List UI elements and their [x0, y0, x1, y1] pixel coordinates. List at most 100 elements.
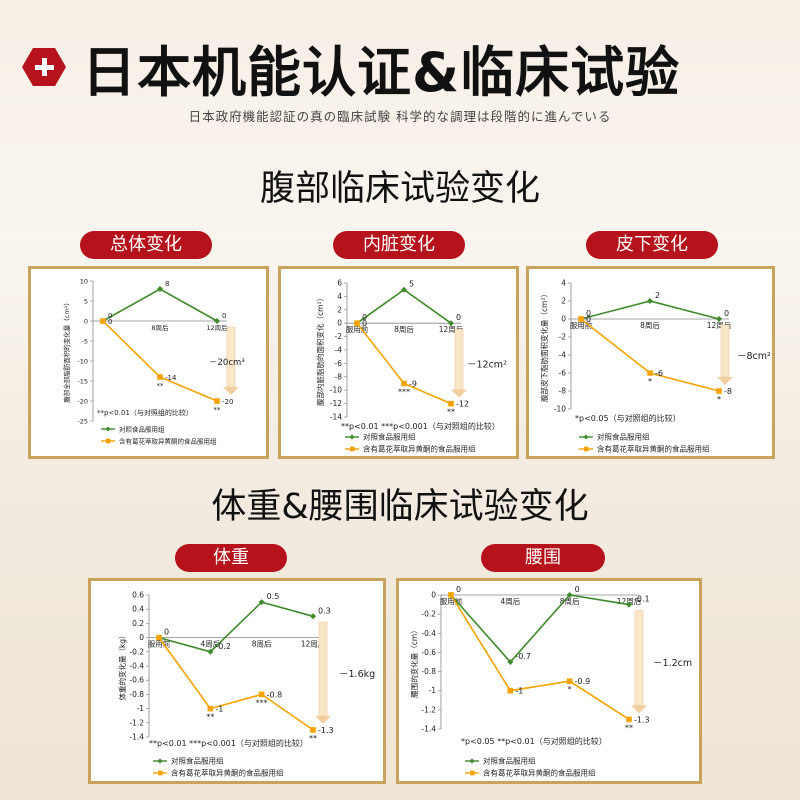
data-label: -9 [409, 380, 417, 389]
series-line [158, 601, 314, 653]
legend-label: 对照食品服用组 [363, 432, 416, 442]
data-label: 0 [456, 585, 461, 594]
chart-total: 10 5 0 -5 -10 -15 -20 -25 8周后 12周后 腹部全部脂肪面积的变化量（cm… [62, 278, 245, 446]
legend-marker [583, 434, 589, 440]
y-tick-label: 0 [561, 315, 566, 324]
y-tick-label: 2 [561, 297, 566, 306]
data-point-control [647, 298, 653, 304]
data-point-treatment [448, 400, 454, 407]
y-tick-label: -10 [330, 386, 342, 395]
data-label: 0 [362, 313, 367, 322]
data-label: 0 [362, 319, 367, 328]
y-tick-label: -1 [137, 704, 145, 713]
y-tick-label: -1.4 [421, 725, 436, 734]
significance-mark: * [648, 377, 652, 386]
y-tick-label: 10 [80, 278, 88, 286]
data-label: 0.3 [318, 606, 331, 615]
data-point-treatment [156, 634, 162, 641]
legend-label: 含有葛花萃取异黄酮的食品服用组 [363, 444, 476, 454]
significance-note: *p<0.05 **p<0.01（与对照组的比较） [461, 736, 607, 746]
data-label: -0.1 [634, 595, 650, 604]
page-title: 日本机能认证&临床试验 [82, 41, 681, 104]
page-subtitle: 日本政府機能認証の真の臨床試験 科学的な調理は段階的に進んでいる [188, 109, 612, 124]
x-tick-label: 8周后 [394, 324, 414, 334]
data-label: 0 [222, 312, 226, 320]
legend-marker [105, 426, 111, 432]
x-tick-label: 12周后 [707, 320, 732, 330]
chart-weight: 0.6 0.4 0.2 0 -0.2 -0.4 -0.6 -0.8 -1 -1.2 -1.4 服用前 4… [117, 591, 375, 778]
legend-label: 对照食品服用组 [119, 425, 165, 434]
data-point-control [258, 599, 265, 606]
y-tick-label: -1 [429, 686, 437, 695]
data-point-treatment [578, 316, 584, 322]
legend-marker [157, 758, 163, 764]
reduction-arrow-head [451, 389, 467, 398]
y-tick-label: -0.4 [421, 629, 436, 638]
legend-marker [158, 770, 163, 776]
y-tick-label: -1.2 [129, 718, 144, 727]
series-line [158, 637, 314, 731]
legend-marker [350, 446, 355, 452]
significance-mark: * [717, 395, 721, 404]
data-point-treatment [566, 678, 573, 684]
significance-mark: ** [625, 723, 633, 732]
data-point-control [566, 592, 573, 598]
data-label: 0 [108, 312, 112, 320]
y-tick-label: -10 [77, 358, 88, 366]
y-tick-label: 0.6 [132, 591, 144, 600]
y-axis-label: 腹部皮下脂肪面积变化量（cm²） [539, 290, 549, 402]
x-tick-label: 服用前 [346, 324, 369, 334]
y-tick-label: 0.4 [132, 605, 144, 614]
data-label: -0.7 [515, 652, 531, 661]
data-point-treatment [626, 716, 632, 723]
reduction-arrow-head [223, 387, 239, 395]
y-tick-label: -14 [330, 413, 342, 422]
legend-marker [584, 446, 589, 452]
data-point-control [207, 648, 214, 655]
y-tick-label: -12 [330, 399, 342, 408]
data-point-treatment [310, 727, 316, 733]
data-label: 0 [108, 318, 112, 326]
y-tick-label: -0.8 [421, 667, 436, 676]
data-label: 0 [724, 309, 729, 318]
data-label: 0 [586, 315, 591, 324]
legend-marker [349, 434, 355, 440]
data-label: -12 [456, 400, 469, 409]
y-tick-label: -2 [335, 332, 343, 341]
y-tick-label: -6 [335, 359, 343, 368]
chart-subcutaneous: 4 2 0 -2 -4 -6 -8 -10 服用前 8周后 12周后 腹部皮下脂肪面积变化量（cm²）… [539, 279, 771, 454]
y-tick-label: -5 [82, 338, 88, 346]
data-label: -1 [215, 705, 223, 714]
y-tick-label: -8 [335, 372, 343, 381]
data-point-treatment [448, 592, 454, 598]
significance-mark: ** [309, 734, 317, 743]
legend-label: 含有葛花萃取异黄酮的食品服用组 [171, 768, 284, 778]
data-point-control [401, 286, 407, 293]
y-axis-label: 腹部全部脂肪面积的变化量（cm²） [62, 299, 71, 403]
y-tick-label: -25 [77, 418, 88, 426]
data-point-control [716, 316, 722, 322]
section-title-abdomen: 腹部临床试验变化 [259, 169, 540, 209]
tab-total-change: 总体变化 [80, 231, 212, 259]
significance-mark: ** [157, 382, 165, 390]
data-label: -6 [655, 369, 663, 378]
medical-cross-icon [22, 48, 66, 86]
y-tick-label: -2 [559, 333, 567, 342]
legend-label: 对照食品服用组 [171, 756, 224, 766]
reduction-arrow-label: －1.2cm [653, 658, 692, 669]
y-tick-label: 6 [337, 279, 342, 288]
x-tick-label: 8周后 [151, 323, 169, 332]
data-label: -1.3 [318, 726, 334, 735]
y-tick-label: -0.8 [129, 690, 144, 699]
x-tick-label: 12周后 [617, 596, 642, 606]
data-point-treatment [507, 687, 514, 694]
y-tick-label: -20 [77, 398, 88, 406]
y-tick-label: -15 [77, 378, 88, 386]
data-point-control [626, 601, 632, 608]
tab-weight: 体重 [175, 544, 287, 572]
significance-mark: ** [447, 408, 455, 417]
significance-note: *p<0.05（与对照组的比较） [575, 413, 681, 423]
y-tick-label: -6 [559, 369, 567, 378]
y-tick-label: -0.2 [421, 610, 436, 619]
series-line [450, 594, 630, 721]
